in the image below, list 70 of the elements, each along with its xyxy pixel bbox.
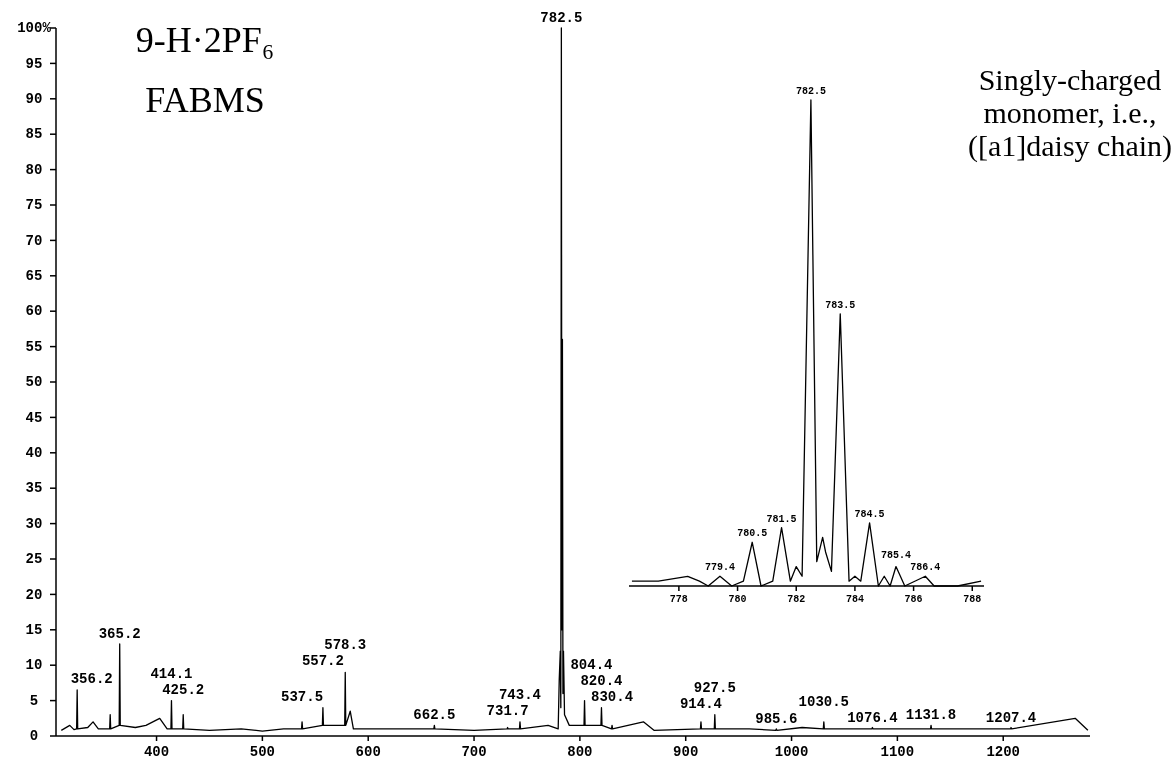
annotation: 414.1 — [150, 665, 193, 682]
annotation: 781.5 — [766, 513, 797, 525]
y-tick-label: 0 — [29, 728, 39, 745]
annotation: 985.6 — [755, 710, 798, 727]
annotation: Singly-charged — [978, 63, 1162, 96]
y-tick-label: 15 — [25, 622, 43, 638]
x-tick-label: 778 — [669, 594, 688, 605]
y-tick-label: 65 — [25, 268, 43, 284]
y-tick-label: 75 — [25, 197, 43, 214]
x-tick-label: 500 — [249, 744, 275, 760]
annotation: 780.5 — [737, 528, 768, 540]
annotation: 1131.8 — [905, 707, 957, 724]
x-tick-label: 1200 — [986, 744, 1021, 760]
annotation: 425.2 — [162, 681, 205, 698]
annotation: 731.7 — [486, 702, 529, 719]
annotation: 779.4 — [704, 562, 735, 574]
annotation: 783.5 — [825, 299, 856, 311]
x-tick-label: 786 — [904, 594, 923, 605]
x-tick-label: 784 — [845, 594, 864, 605]
y-tick-label: 80 — [25, 161, 43, 178]
x-tick-label: 1000 — [774, 744, 809, 760]
x-tick-label: 788 — [963, 594, 982, 605]
y-tick-label: 55 — [25, 338, 43, 355]
y-tick-label: 90 — [25, 91, 43, 107]
y-tick-label: 85 — [25, 126, 43, 143]
annotation: 830.4 — [591, 688, 634, 705]
annotation: 785.4 — [880, 550, 911, 562]
annotation: 557.2 — [301, 653, 344, 670]
text: FABMS — [145, 80, 265, 120]
y-tick-label: 10 — [25, 657, 43, 674]
y-tick-label: 30 — [25, 515, 43, 532]
y-tick-label: 20 — [25, 586, 43, 603]
annotation: 914.4 — [679, 695, 722, 712]
x-tick-label: 800 — [567, 744, 593, 760]
x-tick-label: 782 — [787, 594, 806, 605]
x-tick-label: 700 — [461, 744, 487, 760]
chart-title: 9-H·2PF₆ — [135, 20, 275, 60]
y-tick-label: 40 — [25, 445, 43, 461]
annotation: 662.5 — [413, 707, 456, 724]
annotation: 804.4 — [570, 656, 613, 673]
annotation: monomer, i.e., — [983, 96, 1157, 129]
annotation: 782.5 — [540, 10, 583, 26]
x-tick-label: 1100 — [880, 744, 915, 760]
y-tick-label: 5 — [29, 692, 39, 709]
annotation: 784.5 — [854, 508, 885, 520]
annotation: ([a1]daisy chain) — [967, 129, 1173, 163]
annotation: 927.5 — [693, 679, 736, 696]
annotation: 743.4 — [498, 686, 541, 703]
annotation: 786.4 — [910, 562, 941, 574]
annotation: 782.5 — [795, 86, 826, 97]
y-tick-label: 45 — [25, 409, 43, 426]
annotation: 1076.4 — [847, 709, 898, 726]
y-tick-label: 100% — [17, 20, 52, 37]
annotation: 820.4 — [580, 672, 623, 689]
y-tick-label: 25 — [25, 551, 43, 568]
y-tick-label: 35 — [25, 480, 43, 497]
y-tick-label: 50 — [25, 374, 43, 391]
annotation: 578.3 — [324, 637, 367, 654]
annotation: 1207.4 — [985, 709, 1037, 726]
annotation: 356.2 — [70, 670, 113, 687]
y-tick-label: 60 — [25, 303, 43, 320]
annotation: 365.2 — [98, 625, 141, 642]
annotation: 1030.5 — [798, 693, 850, 710]
x-tick-label: 400 — [143, 744, 170, 760]
y-tick-label: 95 — [25, 55, 43, 72]
x-tick-label: 780 — [728, 594, 747, 605]
y-tick-label: 70 — [25, 232, 43, 249]
annotation: 537.5 — [281, 688, 324, 705]
x-tick-label: 600 — [355, 744, 381, 760]
x-tick-label: 900 — [673, 744, 699, 760]
